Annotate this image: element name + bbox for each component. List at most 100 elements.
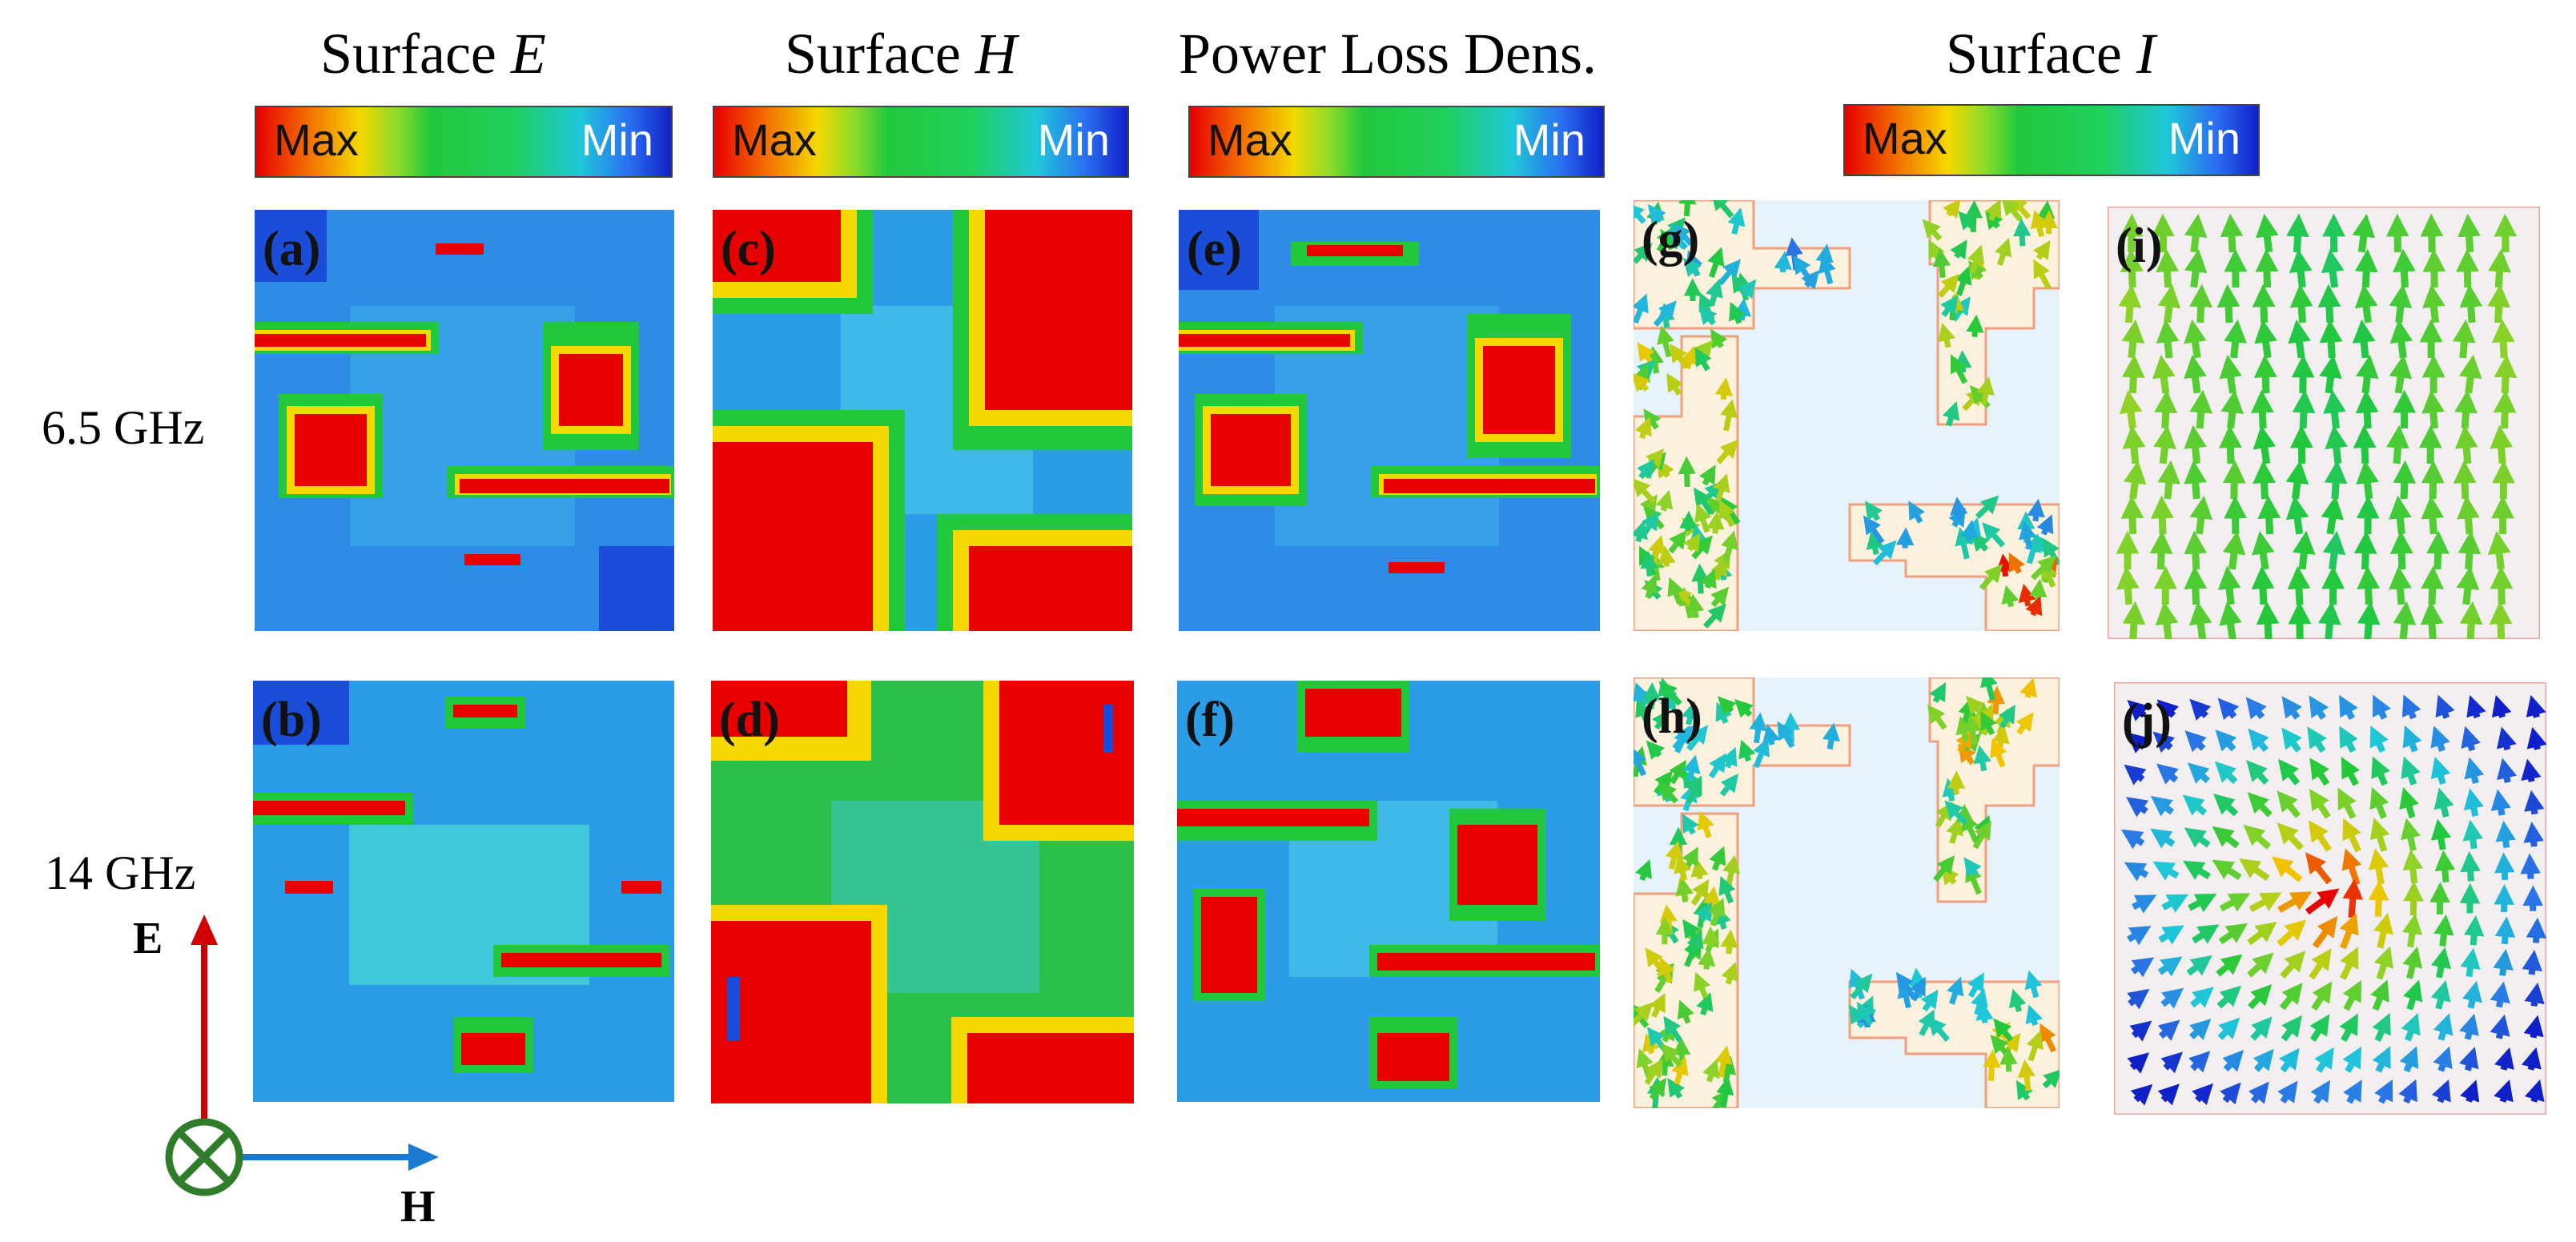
current-arrow	[2252, 424, 2277, 464]
current-arrow	[1708, 897, 1726, 926]
current-arrow	[2459, 1013, 2479, 1040]
current-arrow	[1642, 1032, 1660, 1055]
current-arrow	[2523, 1015, 2544, 1039]
current-arrow	[1634, 202, 1646, 224]
current-arrow	[2152, 731, 2176, 754]
current-arrow	[1646, 345, 1664, 374]
panel-surface-h-6-5ghz: (c)	[713, 210, 1132, 631]
current-arrow	[2025, 596, 2043, 617]
current-arrow	[2019, 521, 2037, 550]
current-arrow	[1636, 459, 1655, 480]
current-arrow	[2433, 1046, 2453, 1072]
current-arrow	[1659, 691, 1677, 712]
panel-label: (j)	[2122, 694, 2172, 749]
current-arrow	[2457, 495, 2480, 535]
current-arrow	[2042, 1069, 2060, 1089]
current-arrow	[1733, 298, 1752, 321]
current-arrow	[2152, 354, 2176, 394]
panel-power-loss-6-5ghz: (e)	[1179, 210, 1600, 631]
current-arrow	[2186, 955, 2212, 976]
current-arrow	[1958, 743, 1976, 766]
current-arrow	[2353, 530, 2377, 570]
current-arrow	[2389, 530, 2413, 570]
current-arrow	[1818, 254, 1836, 285]
current-arrow	[2354, 248, 2378, 288]
current-arrow	[1950, 239, 1967, 260]
current-arrow	[1976, 376, 1995, 405]
current-arrow	[2219, 424, 2242, 464]
panel-surface-i-6-5ghz-ground: (i)	[2108, 207, 2540, 639]
current-arrow	[2119, 389, 2143, 429]
current-arrow	[2120, 248, 2144, 288]
current-arrow	[2372, 1012, 2391, 1043]
current-arrow	[2015, 1079, 2034, 1101]
current-arrow	[2402, 946, 2423, 979]
colorbar-h: Max Min	[713, 106, 1129, 178]
current-arrow	[2457, 530, 2482, 570]
current-arrow	[2459, 601, 2483, 639]
colorbar-max-label: Max	[274, 115, 359, 165]
current-arrow	[2001, 585, 2019, 608]
current-arrow	[2216, 954, 2243, 977]
e-axis-arrowhead	[191, 914, 218, 945]
current-arrow	[1674, 725, 1690, 754]
current-arrow	[2248, 892, 2282, 913]
current-arrow	[2271, 856, 2303, 882]
current-arrow	[2491, 319, 2515, 359]
current-arrow	[2373, 946, 2394, 980]
current-arrow	[1667, 577, 1685, 605]
current-arrow	[2342, 878, 2364, 918]
current-arrow	[1774, 251, 1792, 273]
current-arrow	[2120, 829, 2145, 850]
panel-label: (e)	[1187, 222, 1242, 276]
current-arrow	[2247, 922, 2277, 946]
current-arrow	[2340, 947, 2359, 980]
current-arrow	[2386, 424, 2409, 464]
current-arrow	[2403, 880, 2424, 916]
current-arrow	[2278, 758, 2301, 786]
field-map	[253, 681, 674, 1102]
current-arrow	[2277, 891, 2313, 913]
current-arrow	[2187, 762, 2211, 784]
current-arrow	[2401, 756, 2421, 786]
current-arrow	[2281, 1015, 2302, 1042]
current-arrow	[1718, 875, 1736, 904]
current-arrow	[1653, 300, 1677, 328]
current-arrow	[2357, 565, 2380, 605]
current-arrow	[2220, 1082, 2241, 1105]
current-arrow	[2490, 1014, 2510, 1039]
current-arrow	[2184, 827, 2211, 848]
current-arrow	[2489, 601, 2513, 639]
field-map	[255, 210, 674, 631]
current-arrow	[2152, 861, 2180, 881]
current-arrow	[1920, 989, 1939, 1012]
current-arrow	[2401, 1012, 2421, 1042]
current-arrow	[1973, 745, 1991, 772]
current-arrow	[2490, 424, 2514, 464]
current-arrow	[1678, 200, 1697, 217]
current-arrow	[2150, 795, 2175, 817]
current-arrow	[2523, 822, 2544, 847]
current-arrow	[2017, 1059, 2036, 1091]
current-arrow	[2526, 694, 2546, 718]
colorbar-min-label: Min	[1513, 115, 1585, 165]
current-arrow	[2493, 389, 2517, 429]
current-arrow	[2124, 862, 2149, 882]
panel-label: (h)	[1642, 689, 1702, 744]
current-arrow	[2389, 354, 2413, 394]
current-arrow	[1682, 754, 1701, 782]
colorbar-min-label: Min	[2168, 113, 2240, 163]
current-arrow	[1865, 500, 1883, 521]
current-arrow	[2393, 460, 2417, 500]
current-arrow	[1960, 520, 1979, 541]
current-arrow	[2370, 979, 2389, 1011]
current-arrow	[2131, 957, 2155, 978]
current-arrow	[2277, 822, 2305, 851]
current-arrow	[2420, 601, 2444, 639]
axis-indicator	[165, 914, 439, 1196]
current-arrow	[1658, 545, 1676, 567]
current-arrow	[1749, 712, 1767, 744]
current-arrow	[2497, 758, 2518, 783]
current-arrow	[2490, 789, 2511, 816]
current-arrow	[1644, 1059, 1663, 1086]
